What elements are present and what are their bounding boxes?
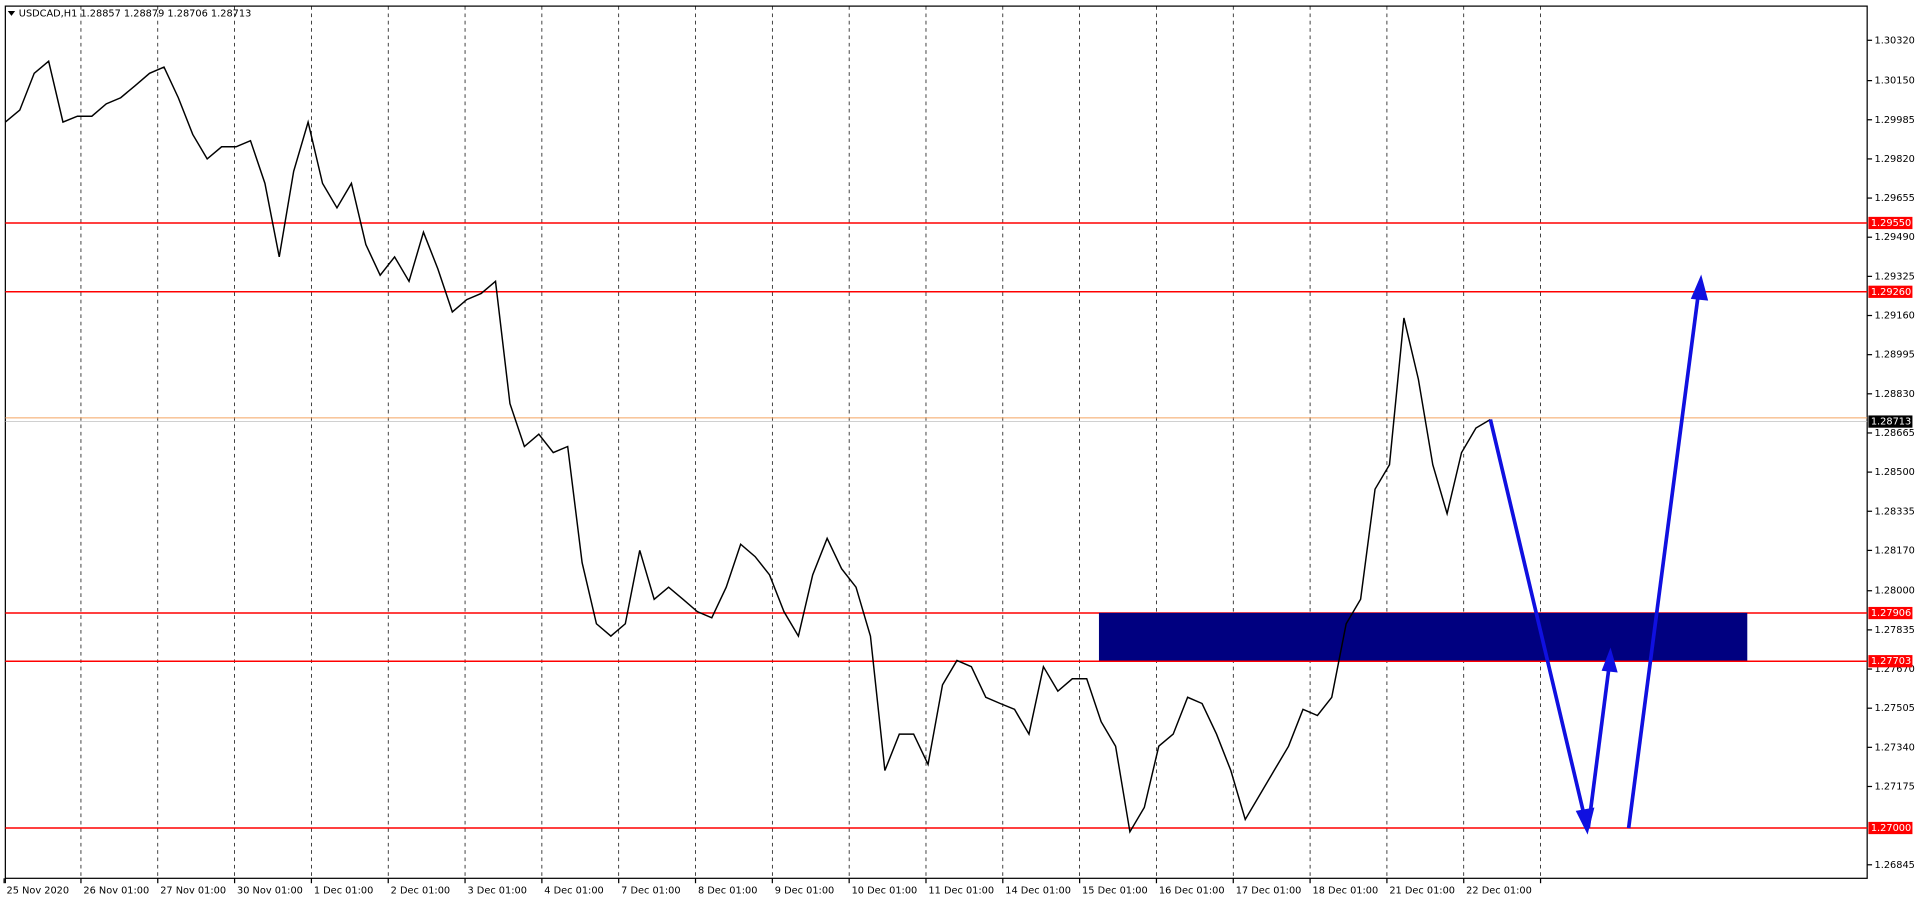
y-tick-label: 1.28665 bbox=[1875, 428, 1915, 439]
x-tick-label: 26 Nov 01:00 bbox=[83, 886, 149, 897]
x-tick-label: 9 Dec 01:00 bbox=[775, 886, 834, 897]
y-tick-label: 1.27670 bbox=[1875, 664, 1915, 675]
y-tick-label: 1.28000 bbox=[1875, 586, 1915, 597]
level-label: 1.29550 bbox=[1871, 218, 1911, 229]
arrow bbox=[1586, 666, 1611, 829]
x-tick-label: 22 Dec 01:00 bbox=[1466, 886, 1532, 897]
x-tick-label: 7 Dec 01:00 bbox=[621, 886, 680, 897]
x-tick-label: 8 Dec 01:00 bbox=[698, 886, 757, 897]
x-tick-label: 16 Dec 01:00 bbox=[1159, 886, 1225, 897]
x-tick-label: 30 Nov 01:00 bbox=[237, 886, 303, 897]
x-tick-label: 17 Dec 01:00 bbox=[1236, 886, 1302, 897]
level-tag bbox=[1868, 216, 1913, 230]
x-tick-label: 15 Dec 01:00 bbox=[1082, 886, 1148, 897]
chart-title: USDCAD,H1 1.28857 1.28879 1.28706 1.2871… bbox=[19, 8, 252, 19]
zone-rectangle bbox=[1098, 612, 1748, 661]
level-tag bbox=[1868, 821, 1913, 835]
x-tick-label: 4 Dec 01:00 bbox=[544, 886, 603, 897]
level-tag bbox=[1868, 655, 1913, 668]
arrow-head bbox=[1690, 274, 1709, 301]
x-tick-label: 3 Dec 01:00 bbox=[467, 886, 526, 897]
y-tick-label: 1.29655 bbox=[1875, 193, 1915, 204]
y-tick-label: 1.29325 bbox=[1875, 271, 1915, 282]
marks bbox=[4, 59, 1491, 834]
arrow bbox=[1626, 293, 1701, 829]
y-tick-label: 1.30320 bbox=[1875, 35, 1915, 46]
arrow-head bbox=[1601, 647, 1618, 673]
price-label: 1.28713 bbox=[1871, 417, 1911, 428]
y-tick-label: 1.29985 bbox=[1875, 115, 1915, 126]
y-tick-label: 1.30150 bbox=[1875, 76, 1915, 87]
y-tick-label: 1.26845 bbox=[1875, 860, 1915, 871]
x-tick-label: 11 Dec 01:00 bbox=[928, 886, 994, 897]
y-tick-label: 1.28335 bbox=[1875, 506, 1915, 517]
x-tick-label: 21 Dec 01:00 bbox=[1389, 886, 1455, 897]
y-tick-label: 1.27835 bbox=[1875, 625, 1915, 636]
x-tick-label: 18 Dec 01:00 bbox=[1313, 886, 1379, 897]
level-label: 1.27000 bbox=[1871, 823, 1911, 834]
x-tick-label: 1 Dec 01:00 bbox=[314, 886, 373, 897]
x-tick-label: 27 Nov 01:00 bbox=[160, 886, 226, 897]
y-tick-label: 1.28830 bbox=[1875, 389, 1915, 400]
y-tick-label: 1.27175 bbox=[1875, 781, 1915, 792]
menu-triangle bbox=[7, 11, 16, 16]
arrows bbox=[1488, 274, 1709, 835]
y-tick-label: 1.28170 bbox=[1875, 545, 1915, 556]
x-tick-label: 2 Dec 01:00 bbox=[391, 886, 450, 897]
level-label: 1.29260 bbox=[1871, 287, 1911, 298]
y-tick-label: 1.29820 bbox=[1875, 154, 1915, 165]
y-tick-label: 1.28995 bbox=[1875, 350, 1915, 361]
arrow bbox=[1488, 419, 1587, 818]
y-tick-label: 1.27340 bbox=[1875, 742, 1915, 753]
y-tick-label: 1.27505 bbox=[1875, 703, 1915, 714]
level-label: 1.27906 bbox=[1871, 608, 1911, 619]
level-label: 1.27703 bbox=[1871, 656, 1911, 667]
plot-frame bbox=[4, 5, 1868, 879]
x-tick-label: 14 Dec 01:00 bbox=[1005, 886, 1071, 897]
x-tick-label: 10 Dec 01:00 bbox=[852, 886, 918, 897]
x-tick-label: 25 Nov 2020 bbox=[7, 886, 70, 897]
level-tag bbox=[1868, 606, 1913, 620]
price-line bbox=[4, 59, 1491, 834]
price-tag bbox=[1868, 415, 1913, 428]
level-tag bbox=[1868, 285, 1913, 298]
y-tick-label: 1.28500 bbox=[1875, 467, 1915, 478]
y-tick-label: 1.29490 bbox=[1875, 232, 1915, 243]
y-tick-label: 1.29160 bbox=[1875, 311, 1915, 322]
